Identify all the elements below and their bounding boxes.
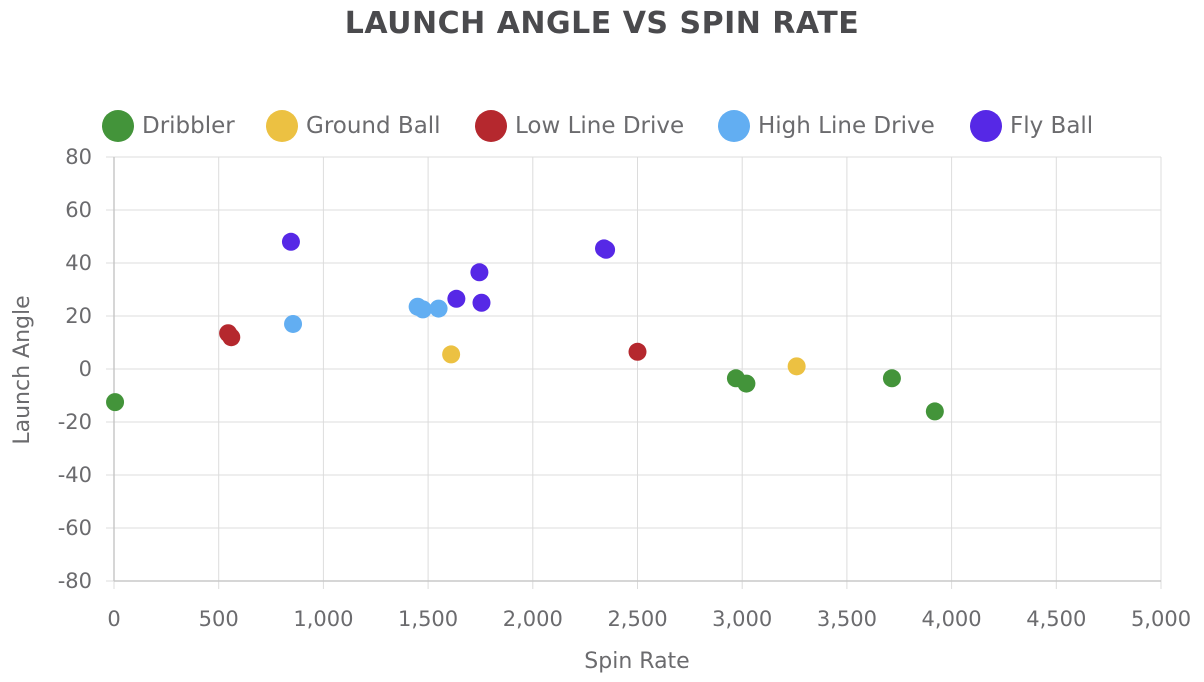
y-tick-label: 60	[65, 198, 92, 222]
data-point-fly-ball[interactable]	[470, 263, 489, 282]
data-point-fly-ball[interactable]	[597, 240, 616, 259]
data-point-dribbler[interactable]	[106, 393, 125, 412]
x-tick-label: 4,500	[1026, 607, 1086, 631]
axes: 0 500 1,000 1,500 2,000 2,500 3,000 3,500 4,000 4…	[58, 145, 1191, 631]
y-tick-label: 0	[79, 357, 92, 381]
data-point-high-line-drive[interactable]	[284, 314, 303, 333]
x-tick-label: 5,000	[1131, 607, 1191, 631]
legend-swatch	[102, 110, 134, 142]
x-tick-label: 4,000	[922, 607, 982, 631]
legend-item-ground-ball[interactable]: Ground Ball	[266, 110, 441, 142]
x-tick-label: 0	[107, 607, 120, 631]
y-tick-label: -60	[58, 516, 92, 540]
y-tick-label: -80	[58, 569, 92, 593]
y-axis-title: Launch Angle	[10, 295, 35, 444]
data-point-ground-ball[interactable]	[787, 357, 806, 376]
legend-item-low-line-drive[interactable]: Low Line Drive	[475, 110, 684, 142]
legend-swatch	[475, 110, 507, 142]
legend-swatch	[718, 110, 750, 142]
data-point-dribbler[interactable]	[882, 369, 901, 388]
x-axis-title: Spin Rate	[584, 649, 689, 674]
x-tick-label: 1,500	[398, 607, 458, 631]
data-point-dribbler[interactable]	[737, 374, 756, 393]
data-point-high-line-drive[interactable]	[413, 300, 432, 319]
data-points	[106, 232, 944, 421]
data-point-fly-ball[interactable]	[447, 289, 466, 308]
data-point-dribbler[interactable]	[925, 402, 944, 421]
x-tick-label: 2,000	[503, 607, 563, 631]
y-tick-label: -40	[58, 463, 92, 487]
legend-swatch	[970, 110, 1002, 142]
x-tick-label: 3,000	[712, 607, 772, 631]
x-tick-label: 2,500	[607, 607, 667, 631]
legend-label: Low Line Drive	[515, 113, 684, 139]
legend-item-dribbler[interactable]: Dribbler	[102, 110, 235, 142]
grid-lines	[106, 156, 1162, 589]
legend[interactable]: Dribbler Ground Ball Low Line Drive High Li…	[102, 110, 1093, 142]
legend-item-high-line-drive[interactable]: High Line Drive	[718, 110, 935, 142]
legend-label: High Line Drive	[758, 113, 935, 139]
legend-label: Dribbler	[142, 113, 235, 139]
y-tick-label: 40	[65, 251, 92, 275]
chart-title: LAUNCH ANGLE VS SPIN RATE	[344, 6, 860, 41]
data-point-fly-ball[interactable]	[281, 232, 300, 251]
data-point-low-line-drive[interactable]	[628, 342, 647, 361]
x-tick-label: 500	[199, 607, 239, 631]
data-point-high-line-drive[interactable]	[429, 299, 448, 318]
x-tick-label: 1,000	[293, 607, 353, 631]
data-point-fly-ball[interactable]	[472, 293, 491, 312]
y-tick-label: -20	[58, 410, 92, 434]
y-tick-label: 20	[65, 304, 92, 328]
data-point-low-line-drive[interactable]	[222, 328, 241, 347]
legend-swatch	[266, 110, 298, 142]
x-tick-label: 3,500	[817, 607, 877, 631]
legend-label: Fly Ball	[1010, 113, 1093, 139]
y-tick-label: 80	[65, 145, 92, 169]
data-point-ground-ball[interactable]	[442, 345, 461, 364]
legend-item-fly-ball[interactable]: Fly Ball	[970, 110, 1093, 142]
legend-label: Ground Ball	[306, 113, 441, 139]
